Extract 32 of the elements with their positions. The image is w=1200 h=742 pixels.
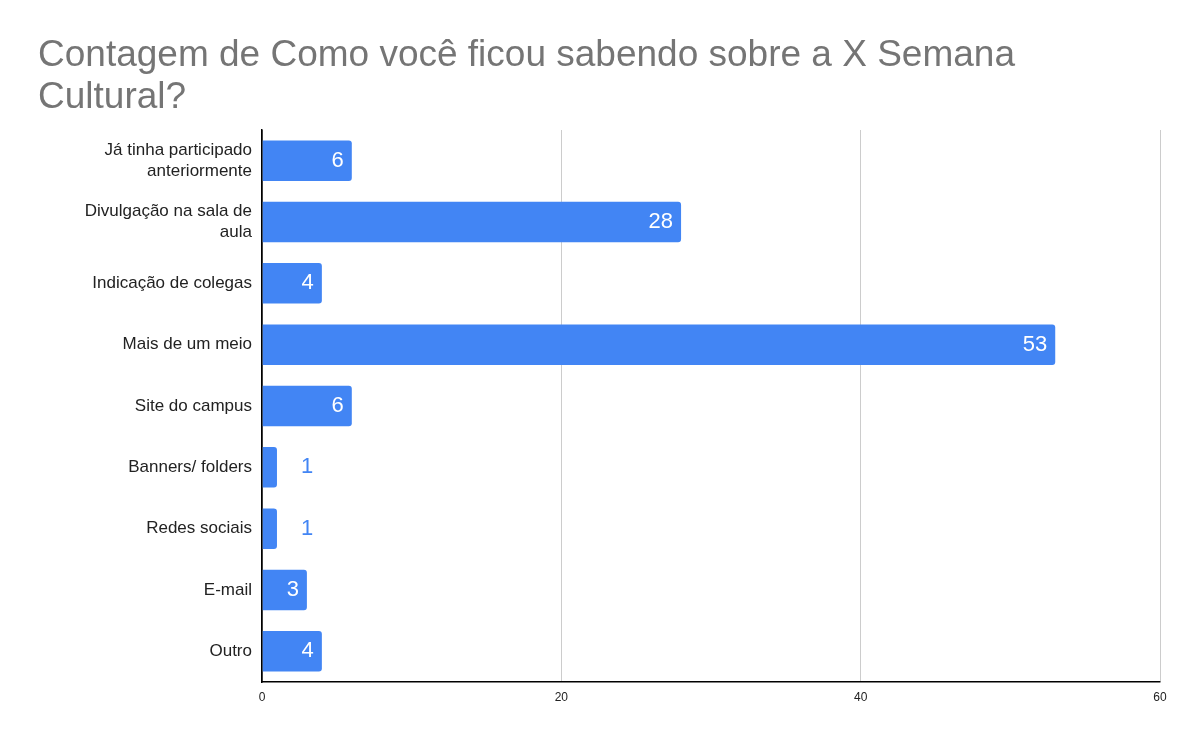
bar — [262, 324, 1056, 365]
bar — [262, 385, 352, 427]
bar — [262, 140, 352, 181]
bar — [262, 447, 277, 488]
bar — [262, 263, 322, 304]
y-tick-label: E-mail — [203, 579, 252, 599]
y-tick-label: Outro — [209, 641, 252, 661]
x-tick-label: 20 — [554, 689, 569, 704]
y-tick-label: Banners/ folders — [128, 457, 252, 477]
x-tick-label: 0 — [258, 689, 266, 704]
bar — [262, 508, 277, 549]
y-tick-label: Já tinha participado anteriormente — [104, 140, 252, 180]
data-label: 4 — [301, 269, 314, 295]
bar — [262, 569, 307, 611]
data-label: 4 — [301, 637, 314, 663]
y-tick-label: Site do campus — [134, 395, 252, 415]
y-tick-label: Divulgação na sala de aula — [84, 201, 253, 241]
data-label: 3 — [286, 576, 299, 602]
y-tick-label: Redes sociais — [146, 518, 252, 538]
x-tick-label: 40 — [853, 689, 868, 704]
data-label: 6 — [331, 392, 344, 418]
chart-title: Contagem de Como você ficou sabendo sobre a X Semana Cultural? — [38, 33, 1016, 117]
y-tick-label: Mais de um meio — [122, 334, 252, 354]
bar — [262, 631, 322, 672]
data-label: 1 — [300, 514, 314, 540]
y-tick-label: Indicação de colegas — [92, 273, 252, 293]
data-label: 1 — [300, 453, 314, 479]
data-label: 6 — [331, 146, 344, 172]
data-label: 28 — [648, 208, 674, 234]
x-tick-label: 60 — [1153, 689, 1167, 704]
data-label: 53 — [1022, 330, 1048, 356]
bar — [262, 201, 682, 243]
